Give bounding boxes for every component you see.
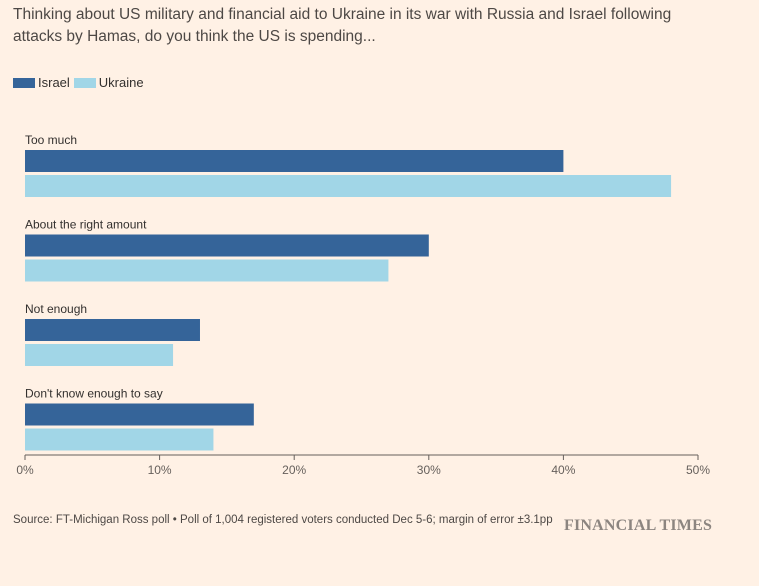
legend: Israel Ukraine: [13, 75, 148, 90]
bar-ukraine: [25, 344, 174, 366]
legend-swatch-israel: [13, 77, 35, 88]
bar-israel: [25, 234, 429, 257]
x-tick-label: 20%: [282, 463, 306, 477]
x-tick-label: 50%: [686, 463, 710, 477]
category-label: Don't know enough to say: [25, 387, 163, 401]
category-label: Not enough: [25, 302, 87, 316]
ft-logo: FINANCIAL TIMES: [564, 517, 713, 534]
legend-label-ukraine: Ukraine: [98, 75, 144, 90]
legend-item-ukraine: Ukraine: [73, 75, 144, 90]
legend-label-israel: Israel: [38, 75, 70, 90]
x-tick-label: 40%: [551, 463, 575, 477]
bar-ukraine: [25, 175, 672, 197]
bar-ukraine: [25, 428, 214, 451]
bar-ukraine: [25, 259, 389, 282]
source-note: Source: FT-Michigan Ross poll • Poll of …: [13, 514, 553, 526]
bar-israel: [25, 319, 200, 341]
legend-item-israel: Israel: [13, 75, 70, 90]
x-tick-label: 10%: [148, 463, 172, 477]
bar-israel: [25, 403, 254, 426]
category-label: About the right amount: [25, 218, 147, 232]
x-tick-label: 0%: [16, 463, 34, 477]
category-label: Too much: [25, 133, 77, 147]
legend-swatch-ukraine: [73, 77, 96, 88]
bar-israel: [25, 150, 564, 172]
x-tick-label: 30%: [417, 463, 441, 477]
chart-subtitle: Thinking about US military and financial…: [13, 6, 672, 45]
